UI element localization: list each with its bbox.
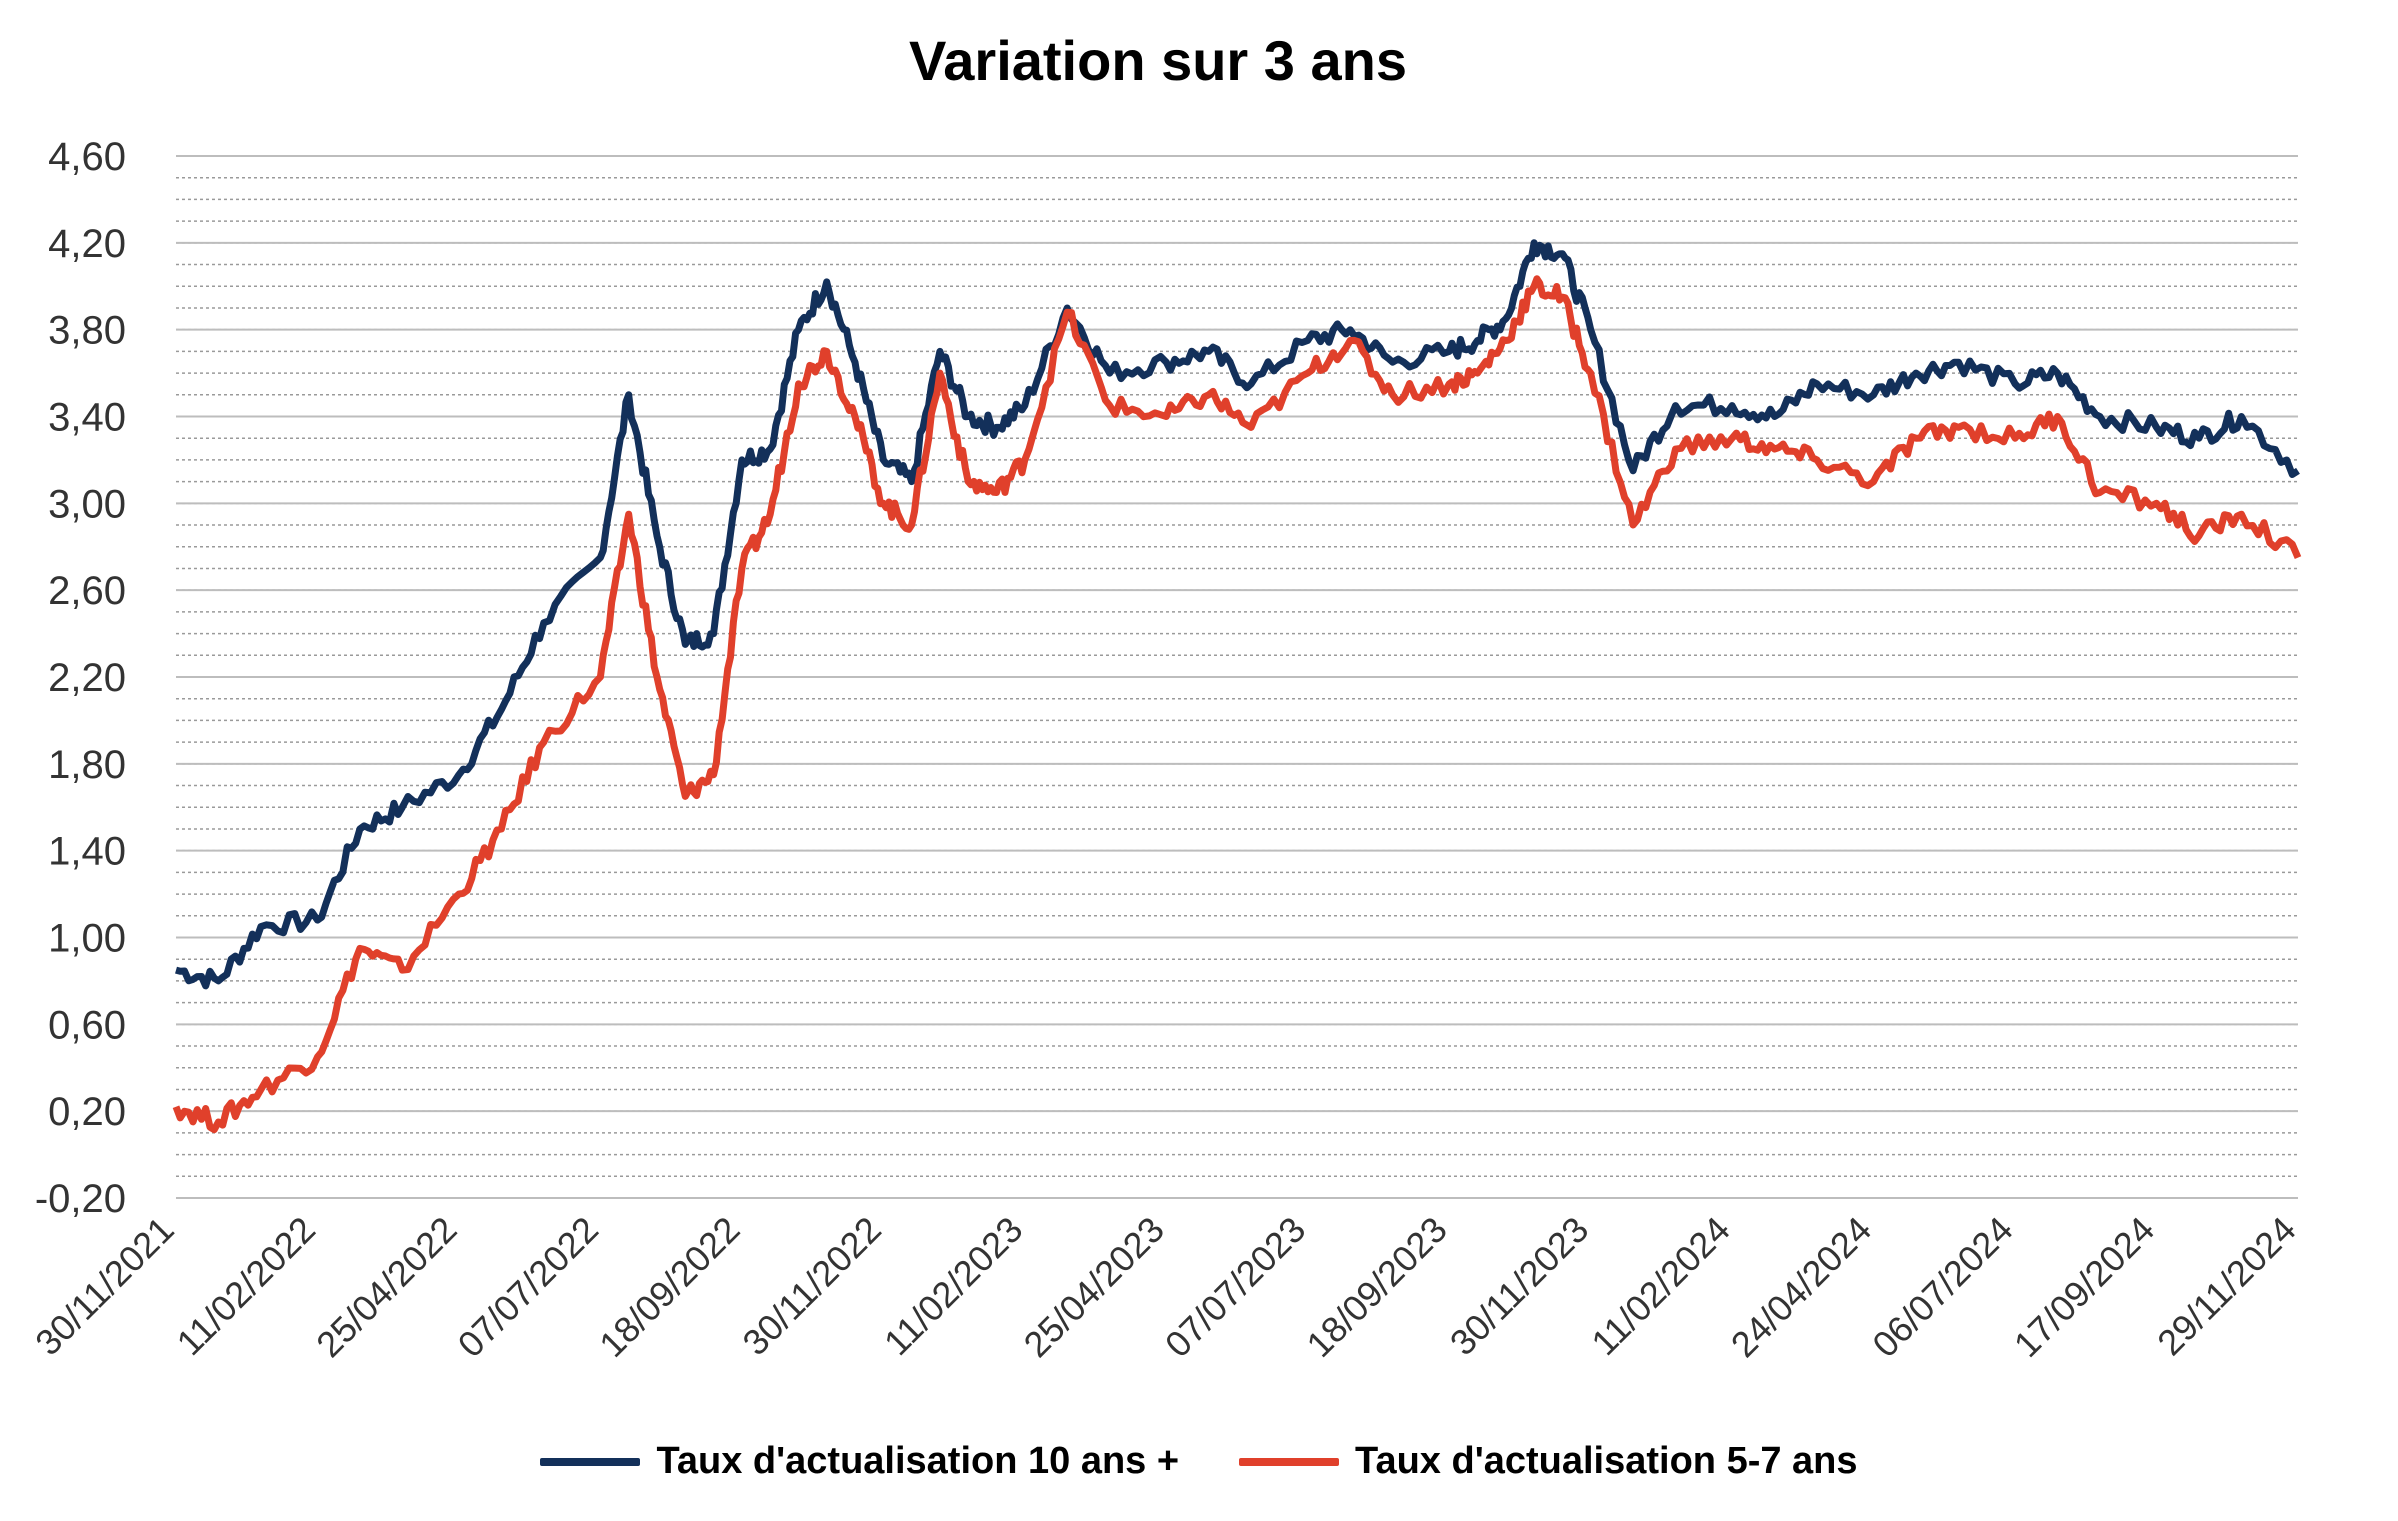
chart-title: Variation sur 3 ans xyxy=(909,29,1407,92)
legend-item-10-ans: Taux d'actualisation 10 ans + xyxy=(540,1440,1179,1483)
legend: Taux d'actualisation 10 ans + Taux d'act… xyxy=(0,1440,2398,1483)
x-tick-label: 18/09/2022 xyxy=(591,1209,747,1365)
x-tick-label: 11/02/2023 xyxy=(876,1209,1031,1364)
y-tick-label: -0,20 xyxy=(35,1177,126,1221)
y-tick-label: 0,20 xyxy=(48,1090,126,1134)
legend-item-5-7-ans: Taux d'actualisation 5-7 ans xyxy=(1239,1440,1858,1483)
series-line-1 xyxy=(172,275,2302,1134)
x-tick-label: 29/11/2024 xyxy=(2149,1209,2304,1364)
y-tick-label: 1,40 xyxy=(48,830,126,874)
x-tick-label: 25/04/2022 xyxy=(308,1209,464,1365)
x-tick-label: 17/09/2024 xyxy=(2006,1209,2162,1365)
x-tick-label: 07/07/2023 xyxy=(1157,1209,1313,1365)
major-gridlines xyxy=(176,155,2298,1199)
y-tick-label: 4,60 xyxy=(48,135,126,179)
x-tick-label: 11/02/2024 xyxy=(1583,1209,1738,1364)
legend-label-5-7-ans: Taux d'actualisation 5-7 ans xyxy=(1355,1440,1858,1482)
y-tick-label: 2,20 xyxy=(48,656,126,700)
x-tick-label: 30/11/2022 xyxy=(734,1209,889,1364)
x-tick-label: 11/02/2022 xyxy=(169,1209,324,1364)
x-tick-label: 06/07/2024 xyxy=(1864,1209,2020,1365)
y-tick-label: 1,80 xyxy=(48,743,126,787)
legend-swatch-10-ans xyxy=(540,1457,641,1466)
y-tick-label: 0,60 xyxy=(48,1003,126,1047)
y-tick-label: 2,60 xyxy=(48,569,126,613)
series-lines xyxy=(172,239,2302,1134)
x-tick-label: 30/11/2023 xyxy=(1442,1209,1597,1364)
x-axis-tick-labels: 30/11/202111/02/202225/04/202207/07/2022… xyxy=(27,1209,2304,1365)
y-tick-label: 1,00 xyxy=(48,917,126,961)
x-tick-label: 30/11/2021 xyxy=(27,1209,182,1364)
y-tick-label: 4,20 xyxy=(48,222,126,266)
legend-label-10-ans: Taux d'actualisation 10 ans + xyxy=(656,1440,1180,1482)
x-tick-label: 25/04/2023 xyxy=(1016,1209,1172,1365)
y-axis-tick-labels: 4,60 4,20 3,80 3,40 3,00 2,60 2,20 1,80 1,40 1,00… xyxy=(35,135,126,1221)
y-tick-label: 3,40 xyxy=(48,396,126,440)
y-tick-label: 3,00 xyxy=(48,482,126,526)
x-tick-label: 07/07/2022 xyxy=(450,1209,606,1365)
y-tick-label: 3,80 xyxy=(48,309,126,353)
series-line-0 xyxy=(175,239,2300,990)
legend-swatch-5-7-ans xyxy=(1239,1457,1340,1466)
x-tick-label: 24/04/2024 xyxy=(1723,1209,1879,1365)
x-tick-label: 18/09/2023 xyxy=(1298,1209,1454,1365)
